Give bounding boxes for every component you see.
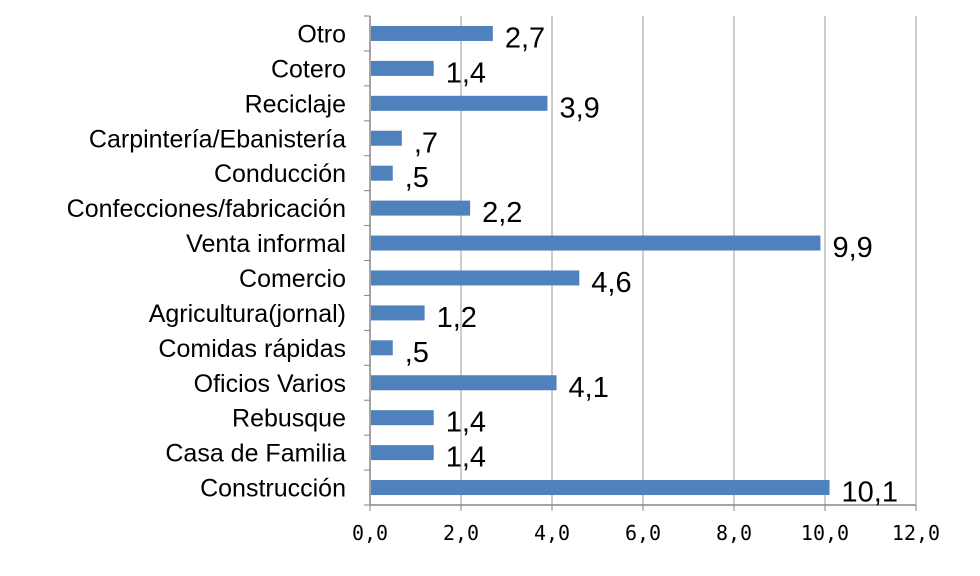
data-label: ,5 (405, 337, 429, 369)
bar (371, 25, 493, 41)
x-tick-label: 10,0 (801, 521, 849, 545)
category-label: Comercio (239, 265, 346, 293)
x-tick-label: 6,0 (625, 521, 661, 545)
bar (371, 445, 434, 461)
bar (371, 375, 557, 391)
category-label: Rebusque (232, 405, 346, 433)
data-label: 1,4 (446, 407, 486, 439)
data-label: 3,9 (559, 92, 599, 124)
bar (371, 305, 425, 321)
bars (371, 25, 830, 496)
bar (371, 235, 821, 251)
category-label: Venta informal (186, 230, 346, 258)
data-label: 4,1 (569, 372, 609, 404)
x-tick-label: 0,0 (352, 521, 388, 545)
category-label: Confecciones/fabricación (67, 195, 346, 223)
category-label: Agricultura(jornal) (149, 300, 346, 328)
category-label: Otro (297, 20, 346, 48)
labels: 0,0 2,0 4,0 6,0 8,0 10,0 12,0 Otro 2,7 Cotero 1,4 R… (67, 20, 940, 545)
x-tick-label: 8,0 (716, 521, 752, 545)
data-label: 2,7 (505, 22, 545, 54)
category-label: Casa de Familia (165, 440, 346, 468)
bar (371, 95, 548, 111)
x-tick-label: 12,0 (892, 521, 940, 545)
category-label: Reciclaje (245, 90, 346, 118)
data-label: 4,6 (591, 267, 631, 299)
data-label: 2,2 (482, 197, 522, 229)
gridlines (460, 16, 917, 505)
x-tick-label: 4,0 (534, 521, 570, 545)
data-label: 10,1 (842, 477, 898, 509)
category-label: Comidas rápidas (158, 335, 346, 363)
axes (364, 15, 917, 511)
bar (371, 60, 434, 76)
bar (371, 340, 393, 356)
bar (371, 270, 580, 286)
data-label: ,7 (414, 127, 438, 159)
data-label: ,5 (405, 162, 429, 194)
category-label: Construcción (200, 475, 346, 503)
x-tick-label: 2,0 (443, 521, 479, 545)
bar (371, 480, 830, 496)
category-label: Carpintería/Ebanistería (89, 125, 346, 153)
data-label: 1,2 (437, 302, 477, 334)
category-label: Conducción (214, 160, 346, 188)
category-label: Cotero (271, 55, 346, 83)
data-label: 1,4 (446, 442, 486, 474)
bar (371, 165, 393, 181)
bar (371, 410, 434, 426)
category-label: Oficios Varios (194, 370, 346, 398)
bar (371, 130, 402, 146)
data-label: 9,9 (832, 232, 872, 264)
bar (371, 200, 471, 216)
data-label: 1,4 (446, 57, 486, 89)
